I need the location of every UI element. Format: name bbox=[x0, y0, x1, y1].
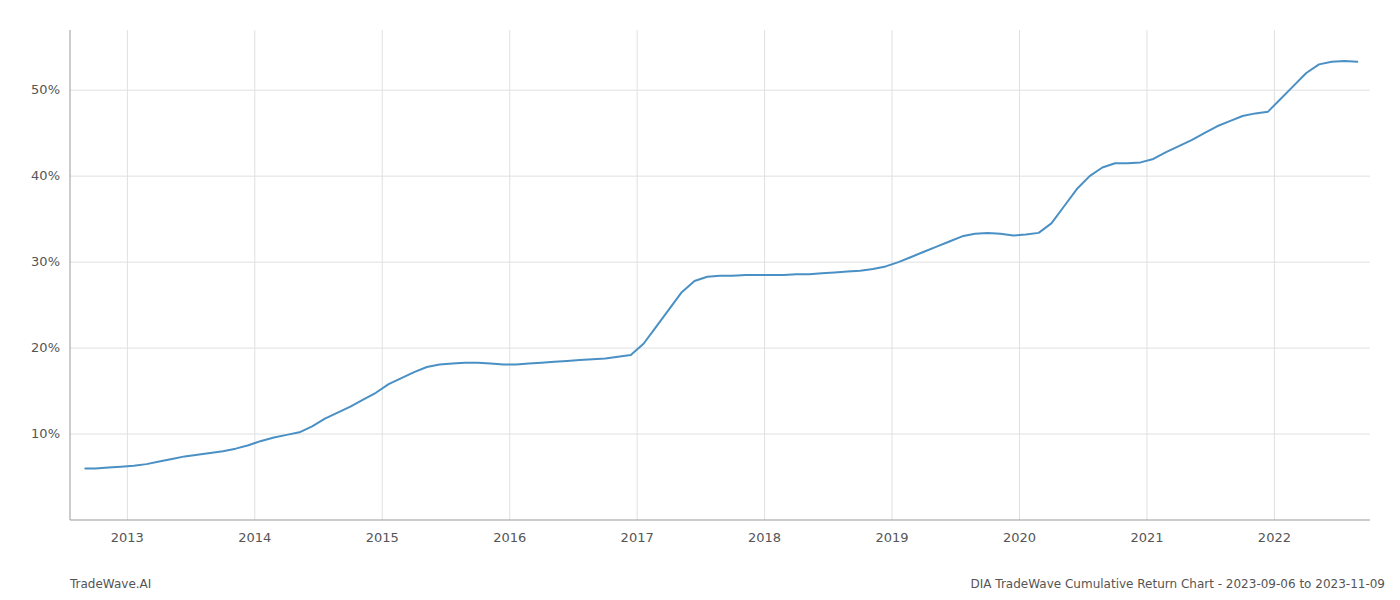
line bbox=[85, 61, 1357, 468]
chart: 10% 20% 30% 40% 50% 2013 2014 2015 2016 2017 2018 2… bbox=[0, 0, 1400, 600]
x-tick-label: 2014 bbox=[238, 530, 271, 545]
y-grid-line bbox=[70, 262, 1370, 263]
y-tick-label: 30% bbox=[31, 254, 60, 269]
x-grid-line bbox=[892, 30, 893, 520]
y-tick-label: 20% bbox=[31, 340, 60, 355]
y-grid-line bbox=[70, 348, 1370, 349]
x-tick-label: 2021 bbox=[1130, 530, 1163, 545]
x-axis-line bbox=[70, 520, 1370, 521]
footer-right: DIA TradeWave Cumulative Return Chart - … bbox=[971, 577, 1385, 591]
x-tick-label: 2017 bbox=[621, 530, 654, 545]
x-grid-line bbox=[509, 30, 510, 520]
x-grid-line bbox=[254, 30, 255, 520]
x-grid-line bbox=[637, 30, 638, 520]
y-axis-line bbox=[70, 30, 71, 520]
x-tick-label: 2019 bbox=[876, 530, 909, 545]
x-tick-label: 2013 bbox=[111, 530, 144, 545]
x-tick-label: 2022 bbox=[1258, 530, 1291, 545]
x-grid-line bbox=[127, 30, 128, 520]
data bbox=[85, 61, 1357, 468]
page: {"chart_data": { "type": "line", "annota… bbox=[0, 0, 1400, 600]
grid bbox=[70, 30, 1370, 520]
x-grid-line bbox=[1146, 30, 1147, 520]
y-tick-label: 50% bbox=[31, 82, 60, 97]
y-tick-label: 10% bbox=[31, 426, 60, 441]
y-grid-line bbox=[70, 176, 1370, 177]
x-grid-line bbox=[1019, 30, 1020, 520]
y-tick-label: 40% bbox=[31, 168, 60, 183]
footer-left: TradeWave.AI bbox=[69, 577, 151, 591]
x-tick-label: 2016 bbox=[493, 530, 526, 545]
y-grid-line bbox=[70, 434, 1370, 435]
x-tick-label: 2015 bbox=[366, 530, 399, 545]
annotations: TradeWave.AI DIA TradeWave Cumulative Ret… bbox=[69, 577, 1385, 591]
y-grid-line bbox=[70, 90, 1370, 91]
x-tick-label: 2018 bbox=[748, 530, 781, 545]
axes: 10% 20% 30% 40% 50% 2013 2014 2015 2016 2017 2018 2… bbox=[31, 30, 1370, 545]
x-tick-label: 2020 bbox=[1003, 530, 1036, 545]
x-grid-line bbox=[382, 30, 383, 520]
